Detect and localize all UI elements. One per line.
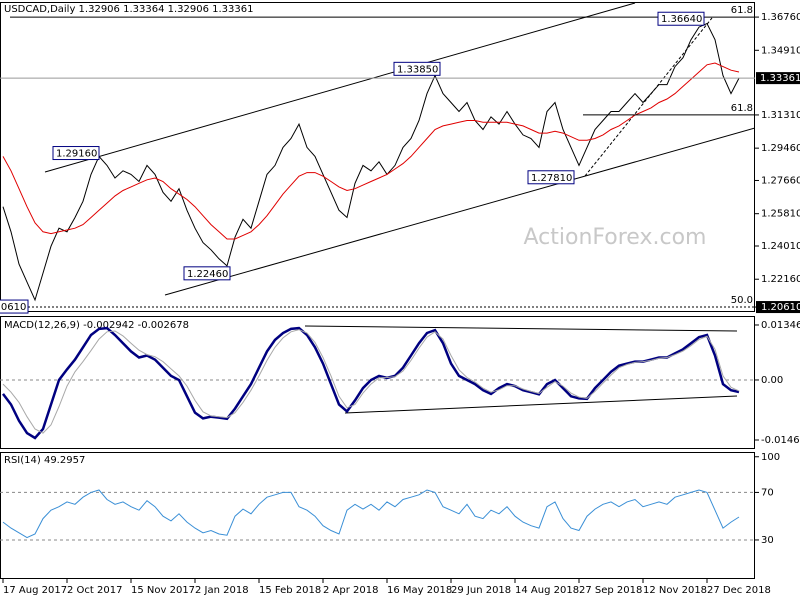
- watermark: ActionForex.com: [524, 225, 707, 250]
- macd-panel: [0, 316, 755, 449]
- annotation-label: 1.33850: [397, 64, 438, 75]
- annotation-box: [52, 146, 100, 161]
- macd-title: MACD(12,26,9) -0.002942 -0.002678: [4, 320, 189, 331]
- annotation-label: 1.27810: [531, 173, 572, 184]
- annotation-box: [183, 266, 231, 281]
- x-tick-label: 2 Apr 2018: [323, 585, 378, 596]
- x-tick-label: 2 Jan 2018: [195, 585, 249, 596]
- annotation-box: [527, 170, 575, 185]
- fib-label: 61.8: [731, 5, 753, 16]
- y-tick-label: 1.34910: [761, 45, 800, 56]
- x-tick-label: 29 Jun 2018: [451, 585, 511, 596]
- x-tick-label: 16 May 2018: [387, 585, 452, 596]
- series-line: [2, 329, 740, 434]
- y-tick-label: 0.013461: [761, 320, 800, 331]
- price-panel: [0, 2, 755, 312]
- series-line: [2, 62, 740, 240]
- x-tick-label: 14 Aug 2018: [515, 585, 579, 596]
- y-tick-label: 1.36760: [761, 12, 800, 23]
- price-title: USDCAD,Daily 1.32906 1.33364 1.32906 1.3…: [4, 4, 254, 15]
- y-tick-label: 1.25810: [761, 209, 800, 220]
- annotation-label: 1.22460: [187, 269, 228, 280]
- annotation-label: 1.36640: [661, 14, 702, 25]
- series-line: [2, 22, 740, 302]
- annotation-box: [393, 61, 441, 76]
- x-tick-label: 17 Aug 2017: [3, 585, 67, 596]
- macd-trend-top: [304, 325, 738, 332]
- x-tick-label: 15 Feb 2018: [259, 585, 321, 596]
- annotation-label: 1.20610: [0, 302, 26, 313]
- x-tick-label: 2 Oct 2017: [67, 585, 122, 596]
- last-price-box: [756, 72, 800, 85]
- plot-area: 1.36640 1.33850 1.29160 1.27810 1.22460 1.206…: [0, 11, 755, 541]
- macd-trend-bottom: [344, 395, 738, 414]
- y-tick-label: 1.29460: [761, 143, 800, 154]
- series-line: [2, 326, 740, 440]
- y-tick-label: 70: [761, 487, 774, 498]
- channel-lower: [164, 127, 755, 296]
- fib-label: 50.0: [731, 295, 753, 306]
- rsi-title: RSI(14) 49.2957: [4, 455, 85, 466]
- y-tick-label: 1.24010: [761, 241, 800, 252]
- y-tick-label: 100: [761, 452, 780, 463]
- series-line: [2, 489, 740, 539]
- y-tick-label: 0.00: [761, 375, 783, 386]
- y-tick-label: -0.014694: [761, 435, 800, 446]
- annotation-box: [657, 11, 705, 26]
- y-tick-label: 1.27660: [761, 175, 800, 186]
- x-tick-label: 12 Nov 2018: [643, 585, 707, 596]
- fib-label: 61.8: [731, 103, 753, 114]
- x-tick-label: 15 Nov 2017: [131, 585, 195, 596]
- channel-upper: [44, 2, 636, 173]
- tick-box: [756, 301, 800, 314]
- annotation-label: 1.29160: [56, 149, 97, 160]
- y-tick-label: 1.20610: [761, 302, 800, 313]
- annotation-box: [0, 299, 29, 314]
- x-tick-label: 27 Sep 2018: [579, 585, 642, 596]
- rsi-panel: [0, 452, 755, 579]
- last-price-label: 1.33361: [760, 73, 800, 84]
- y-tick-label: 1.31310: [761, 110, 800, 121]
- x-tick-label: 27 Dec 2018: [707, 585, 771, 596]
- y-tick-label: 30: [761, 535, 774, 546]
- y-tick-label: 1.22160: [761, 274, 800, 285]
